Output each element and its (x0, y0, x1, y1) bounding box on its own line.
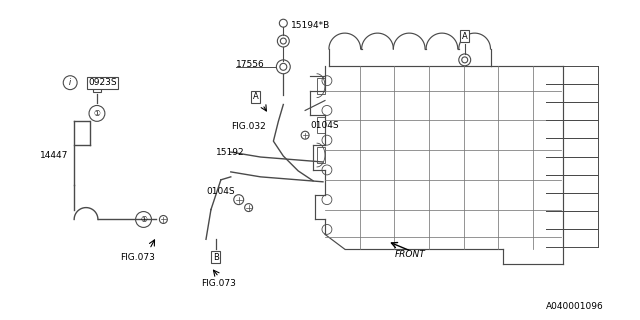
Text: 0104S: 0104S (310, 121, 339, 130)
Text: i: i (69, 78, 71, 87)
Bar (317, 147, 325, 163)
Text: FIG.073: FIG.073 (201, 279, 236, 288)
Text: 17556: 17556 (236, 60, 264, 69)
Text: FIG.073: FIG.073 (120, 253, 155, 262)
Bar (317, 78, 325, 93)
Text: FRONT: FRONT (394, 250, 425, 259)
Text: 0923S: 0923S (88, 78, 116, 87)
Text: ①: ① (93, 109, 100, 118)
Text: B: B (94, 81, 100, 90)
Text: A: A (462, 32, 468, 41)
Text: 15194*B: 15194*B (291, 21, 330, 30)
Text: FIG.032: FIG.032 (231, 122, 266, 131)
Text: A: A (253, 92, 259, 101)
Text: ①: ① (140, 215, 147, 224)
Text: B: B (213, 253, 219, 262)
Text: 15192: 15192 (216, 148, 244, 156)
Text: 14447: 14447 (40, 150, 69, 160)
Bar (317, 117, 325, 133)
Text: 0104S: 0104S (206, 187, 235, 196)
Text: A040001096: A040001096 (546, 302, 604, 311)
